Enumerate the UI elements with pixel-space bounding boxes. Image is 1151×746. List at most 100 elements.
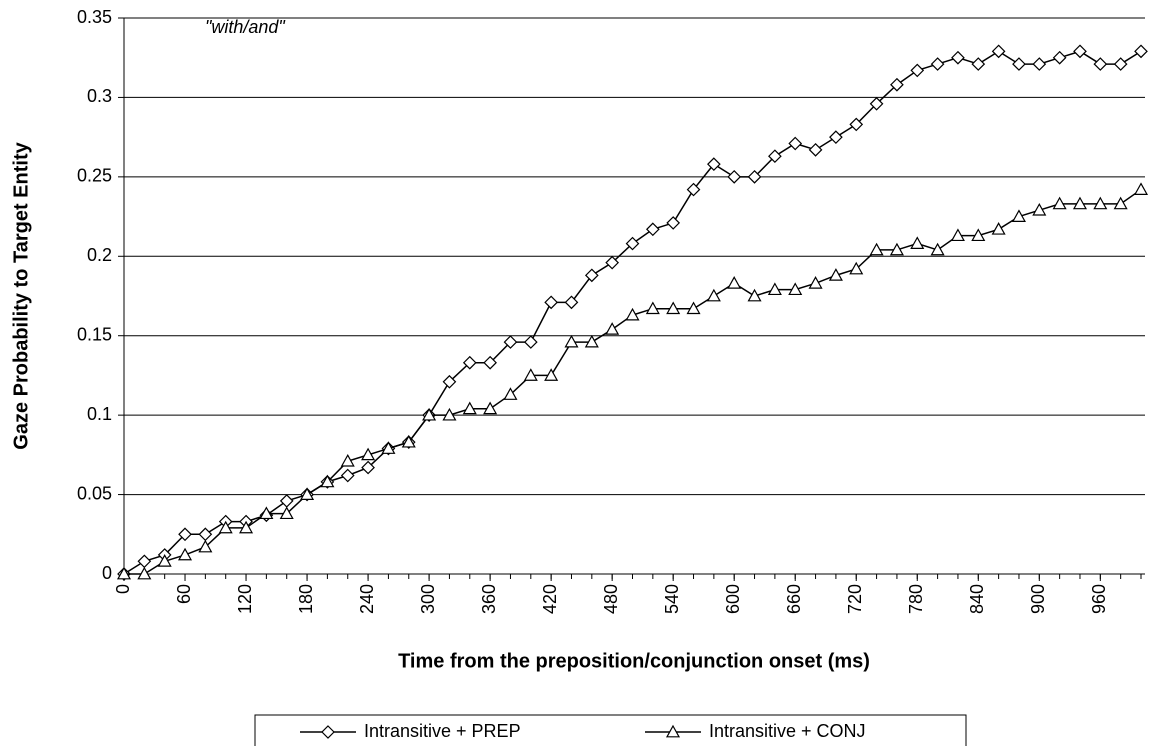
marker xyxy=(727,276,742,289)
marker xyxy=(625,236,640,251)
marker xyxy=(1134,44,1148,59)
y-tick-label: 0.15 xyxy=(77,324,112,344)
x-tick-label: 60 xyxy=(174,584,194,604)
marker xyxy=(483,401,498,415)
marker xyxy=(564,295,579,310)
y-tick-label: 0.2 xyxy=(87,245,112,265)
marker xyxy=(544,295,558,310)
y-axis-title: Gaze Probability to Target Entity xyxy=(10,141,32,449)
marker xyxy=(584,268,599,283)
marker xyxy=(991,44,1006,59)
marker xyxy=(788,136,803,151)
marker xyxy=(361,460,375,475)
marker xyxy=(1073,44,1087,59)
marker xyxy=(849,261,864,275)
marker xyxy=(706,288,721,302)
y-tick-label: 0.3 xyxy=(87,86,112,106)
marker xyxy=(1093,196,1108,210)
marker xyxy=(890,77,904,92)
marker xyxy=(320,474,335,488)
marker xyxy=(829,130,843,144)
marker xyxy=(442,407,457,421)
marker xyxy=(645,301,660,315)
marker xyxy=(727,170,742,184)
marker xyxy=(1113,57,1128,71)
marker xyxy=(523,335,538,349)
marker xyxy=(707,157,721,171)
x-tick-label: 840 xyxy=(967,584,987,614)
x-tick-label: 720 xyxy=(845,584,865,614)
marker xyxy=(178,547,193,561)
x-tick-label: 600 xyxy=(723,584,743,614)
marker xyxy=(1133,182,1149,195)
marker xyxy=(686,182,701,197)
x-tick-label: 540 xyxy=(662,584,682,614)
marker xyxy=(1052,196,1067,210)
marker xyxy=(869,96,884,111)
legend-box xyxy=(254,714,967,746)
marker xyxy=(239,520,254,534)
x-tick-label: 780 xyxy=(906,584,926,614)
marker xyxy=(422,407,437,421)
marker xyxy=(1113,196,1128,210)
y-tick-label: 0.05 xyxy=(77,483,112,503)
legend-label: Intransitive + CONJ xyxy=(709,721,866,741)
marker xyxy=(849,117,864,132)
marker xyxy=(442,374,457,389)
marker xyxy=(1032,57,1047,71)
x-tick-label: 660 xyxy=(784,584,804,614)
marker xyxy=(1052,50,1067,65)
x-tick-label: 0 xyxy=(113,584,133,594)
y-tick-label: 0.1 xyxy=(87,404,112,424)
marker xyxy=(544,368,559,381)
marker xyxy=(747,170,762,184)
marker xyxy=(768,149,782,164)
marker xyxy=(340,453,355,467)
x-tick-label: 420 xyxy=(540,584,560,614)
x-tick-label: 360 xyxy=(479,584,499,614)
marker xyxy=(462,355,477,370)
marker xyxy=(279,494,294,508)
marker xyxy=(340,468,355,483)
marker xyxy=(971,57,986,71)
marker xyxy=(483,355,497,370)
marker xyxy=(930,57,945,71)
marker xyxy=(605,255,620,270)
marker xyxy=(218,520,233,534)
marker xyxy=(808,276,823,289)
marker xyxy=(605,322,620,335)
marker xyxy=(666,301,681,315)
marker xyxy=(1032,202,1047,216)
marker xyxy=(116,566,132,580)
marker xyxy=(686,301,701,315)
legend: Intransitive + PREP Intransitive + CONJ xyxy=(254,714,967,746)
marker xyxy=(991,222,1006,235)
marker xyxy=(503,387,518,400)
marker xyxy=(381,441,396,454)
marker xyxy=(808,143,823,157)
y-tick-label: 0.35 xyxy=(77,7,112,27)
marker xyxy=(157,554,172,567)
marker xyxy=(767,282,782,296)
legend-marker xyxy=(665,724,681,738)
marker xyxy=(1012,57,1026,71)
marker xyxy=(869,242,884,256)
marker xyxy=(279,506,294,520)
x-tick-label: 120 xyxy=(235,584,255,614)
marker xyxy=(564,334,579,348)
legend-label: Intransitive + PREP xyxy=(364,721,521,741)
x-tick-label: 240 xyxy=(357,584,377,614)
marker xyxy=(645,222,660,237)
marker xyxy=(137,566,152,580)
marker xyxy=(178,527,192,542)
x-tick-label: 180 xyxy=(296,584,316,614)
marker xyxy=(788,282,803,296)
marker xyxy=(198,539,213,553)
marker xyxy=(910,236,925,249)
marker xyxy=(971,228,986,242)
marker xyxy=(951,50,965,65)
marker xyxy=(1093,57,1108,71)
marker xyxy=(950,228,965,242)
marker xyxy=(503,335,518,349)
